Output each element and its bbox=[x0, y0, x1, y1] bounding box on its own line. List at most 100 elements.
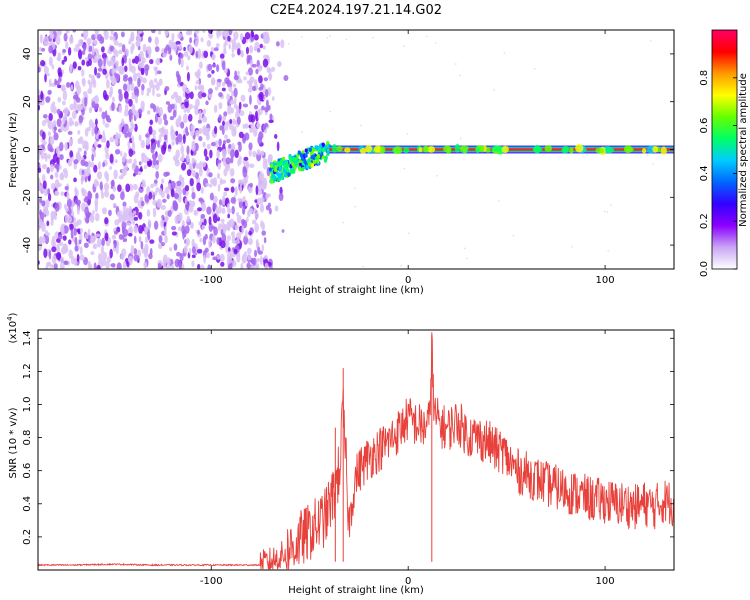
heatmap-cell bbox=[194, 40, 199, 47]
heatmap-cell bbox=[79, 227, 83, 234]
heatmap-cell bbox=[47, 143, 53, 152]
heatmap-cell bbox=[46, 220, 50, 227]
heatmap-cell bbox=[225, 79, 231, 85]
heatmap-cell bbox=[97, 58, 103, 68]
heatmap-cell bbox=[262, 58, 269, 68]
heatmap-cell bbox=[454, 143, 461, 153]
heatmap-cell bbox=[206, 206, 212, 215]
snr-y-tick-label: 0.6 bbox=[22, 463, 33, 479]
heatmap-cell bbox=[224, 30, 229, 36]
heatmap-cell bbox=[197, 48, 202, 58]
heatmap-cell bbox=[216, 159, 222, 164]
heatmap-cell bbox=[175, 251, 181, 257]
heatmap-cell bbox=[101, 237, 105, 247]
heatmap-cell bbox=[40, 47, 46, 52]
heatmap-cell bbox=[271, 96, 275, 101]
heatmap-cell bbox=[642, 147, 647, 154]
colorbar-gradient bbox=[711, 29, 738, 270]
heatmap-cell bbox=[264, 262, 269, 269]
heatmap-cell bbox=[142, 77, 147, 84]
heatmap-cell bbox=[43, 35, 49, 45]
heatmap-cell bbox=[230, 178, 236, 184]
heatmap-cell bbox=[128, 98, 133, 107]
heatmap-cell bbox=[230, 149, 235, 159]
heatmap-cell bbox=[623, 145, 633, 154]
heatmap-cell bbox=[73, 47, 78, 52]
heatmap-cell bbox=[158, 134, 162, 143]
heatmap-cell bbox=[242, 103, 249, 108]
heatmap-cell bbox=[67, 47, 72, 56]
heatmap-cell bbox=[137, 77, 141, 88]
heatmap-cell bbox=[278, 166, 283, 172]
heatmap-cell bbox=[109, 153, 114, 164]
heatmap-cell bbox=[223, 187, 230, 192]
heatmap-cell bbox=[225, 138, 231, 144]
heatmap-cell bbox=[230, 196, 236, 204]
heatmap-cell bbox=[210, 141, 216, 147]
heatmap-cell bbox=[249, 265, 255, 269]
heatmap-cell bbox=[262, 161, 268, 170]
heatmap-cell bbox=[70, 84, 74, 91]
heatmap-cell bbox=[289, 169, 293, 174]
heatmap-cell bbox=[38, 46, 42, 52]
heatmap-cell bbox=[87, 53, 93, 61]
heatmap-cell bbox=[84, 206, 89, 217]
heatmap-cell bbox=[49, 136, 55, 146]
heatmap-cell bbox=[272, 174, 276, 180]
heatmap-cell bbox=[112, 96, 115, 103]
heatmap-cell bbox=[73, 227, 77, 236]
heatmap-cell bbox=[118, 123, 122, 133]
heatmap-cell bbox=[310, 163, 315, 168]
heatmap-cell bbox=[101, 46, 105, 53]
heatmap-cell bbox=[209, 192, 214, 201]
heatmap-cell bbox=[65, 207, 69, 213]
heatmap-cell bbox=[238, 131, 244, 139]
heatmap-cell bbox=[244, 32, 251, 40]
heatmap-cell bbox=[128, 63, 133, 72]
heatmap-cell bbox=[255, 185, 259, 196]
heatmap-cell bbox=[261, 230, 267, 236]
heatmap-cell bbox=[198, 115, 202, 121]
heatmap-cell bbox=[178, 115, 182, 122]
heatmap-cell bbox=[235, 224, 239, 231]
heatmap-cell bbox=[256, 149, 261, 156]
heatmap-cell bbox=[224, 134, 228, 140]
heatmap-cell bbox=[56, 118, 62, 128]
heatmap-cell bbox=[253, 104, 259, 110]
heatmap-cell bbox=[259, 255, 263, 266]
heatmap-cell bbox=[162, 198, 167, 203]
heatmap-cell bbox=[134, 55, 139, 65]
heatmap-cell bbox=[158, 30, 162, 35]
heatmap-cell bbox=[102, 90, 107, 100]
heatmap-cell bbox=[153, 66, 157, 71]
heatmap-cell bbox=[38, 202, 41, 211]
heatmap-cell bbox=[255, 257, 261, 263]
heatmap-cell bbox=[66, 198, 72, 209]
heatmap-cell bbox=[220, 240, 226, 249]
heatmap-cell bbox=[253, 249, 258, 258]
heatmap-cell bbox=[249, 163, 255, 169]
heatmap-cell bbox=[247, 254, 252, 261]
heatmap-cell bbox=[201, 201, 206, 212]
heatmap-cell bbox=[170, 188, 175, 198]
heatmap-y-tick-label: -20 bbox=[22, 189, 33, 205]
heatmap-cell bbox=[111, 234, 117, 240]
heatmap-cell bbox=[163, 134, 168, 141]
heatmap-cell bbox=[116, 211, 121, 217]
heatmap-y-tick-label: 0 bbox=[22, 146, 33, 152]
heatmap-cell bbox=[195, 163, 200, 170]
heatmap-cell bbox=[48, 45, 54, 54]
heatmap-cell bbox=[222, 120, 225, 126]
heatmap-cell bbox=[74, 236, 78, 247]
heatmap-cell bbox=[42, 114, 48, 119]
heatmap-cell bbox=[268, 68, 272, 74]
heatmap-cell bbox=[243, 76, 247, 81]
heatmap-cell bbox=[131, 43, 135, 51]
heatmap-cell bbox=[175, 94, 180, 104]
heatmap-cell bbox=[208, 172, 213, 178]
heatmap-cell bbox=[215, 64, 220, 73]
heatmap-cell bbox=[252, 126, 258, 137]
heatmap-cell bbox=[138, 211, 143, 220]
heatmap-cell bbox=[229, 167, 235, 177]
heatmap-cell bbox=[202, 108, 207, 115]
